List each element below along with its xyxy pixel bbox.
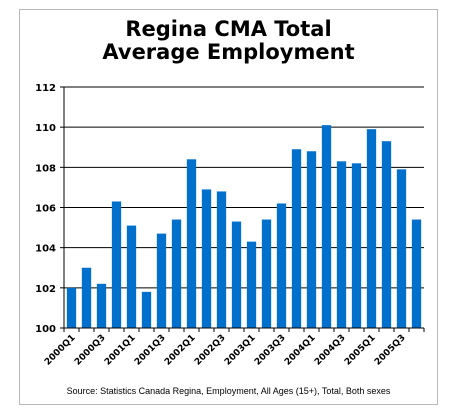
y-tick-label: 100 [35,324,56,335]
bar [306,151,317,328]
chart-title-line-1: Regina CMA Total [125,17,332,41]
bars [66,125,422,329]
x-tick-label: 2000Q3 [73,333,108,368]
bar [111,201,122,328]
y-tick-label: 102 [35,284,56,295]
bar [141,291,152,328]
x-tick-label: 2001Q3 [133,333,168,368]
bar [156,233,167,328]
bar [246,241,257,328]
bar [201,189,212,328]
bar [291,149,302,328]
y-tick-labels: 100 102 104 106 108 110 112 [35,83,56,335]
bar [96,283,107,328]
bar [231,221,242,328]
bar [261,219,272,328]
bar [336,161,347,328]
bar [66,287,77,328]
x-tick-label: 2000Q1 [43,333,78,368]
x-tick-label: 2004Q1 [283,333,318,368]
bar [366,129,377,328]
x-tick-label: 2002Q1 [163,333,198,368]
chart-title: Regina CMA Total Average Employment [19,18,438,64]
x-tick-label: 2002Q3 [193,333,228,368]
bar [81,267,92,328]
x-tick-label: 2003Q3 [253,333,288,368]
bar [396,169,407,328]
bar [321,125,332,329]
y-tick-label: 106 [35,204,56,215]
bar [276,203,287,328]
y-tick-label: 112 [35,83,56,94]
y-tick-label: 108 [35,163,56,174]
x-tick-label: 2004Q3 [313,333,348,368]
x-tick-label: 2003Q1 [223,333,258,368]
y-tick-label: 104 [35,244,56,255]
bar [351,163,362,328]
bar [126,225,137,328]
bar [186,159,197,328]
axes [60,86,425,332]
bar [381,141,392,328]
x-tick-label: 2001Q1 [103,333,138,368]
x-tick-label: 2005Q3 [373,333,408,368]
chart-source-note: Source: Statistics Canada Regina, Employ… [66,386,391,396]
bar [216,191,227,328]
x-tick-label: 2005Q1 [343,333,378,368]
bar [411,219,422,328]
bar [171,219,182,328]
x-tick-labels: 2000Q12000Q32001Q12001Q32002Q12002Q32003… [43,333,408,368]
grid-lines [64,86,424,289]
y-tick-label: 110 [35,123,56,134]
chart-title-line-2: Average Employment [102,40,355,64]
